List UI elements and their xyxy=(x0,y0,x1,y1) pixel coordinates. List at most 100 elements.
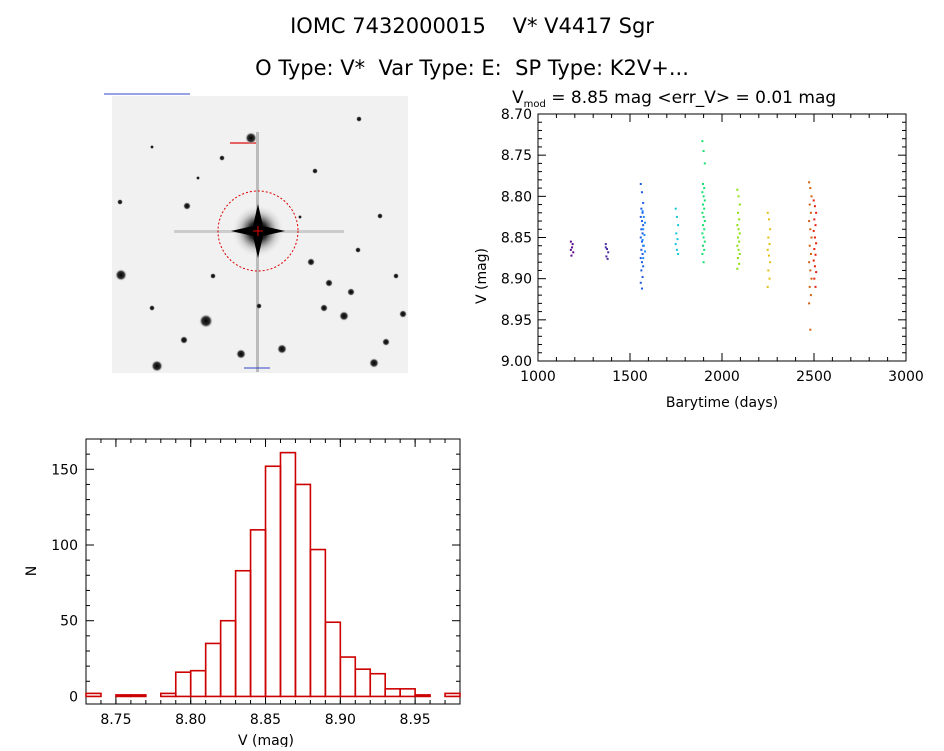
hist-ytick-label: 50 xyxy=(60,614,78,630)
hist-bar xyxy=(115,694,132,698)
lc-point xyxy=(640,269,643,272)
lc-point xyxy=(736,188,739,191)
lc-point xyxy=(767,254,770,257)
hist-xtick-label: 8.90 xyxy=(325,712,356,728)
histogram-chart: 8.75 8.80 8.85 8.90 8.95 0 50 100 150 V (mag) N xyxy=(24,438,461,749)
lc-point xyxy=(736,267,739,270)
lc-point xyxy=(815,242,818,245)
lc-point xyxy=(677,224,680,227)
lc-point xyxy=(815,211,818,214)
lc-point xyxy=(605,255,608,258)
hist-bar xyxy=(384,688,401,698)
lc-point xyxy=(701,232,704,235)
lc-points xyxy=(569,140,818,331)
lc-ytick-label: 9.00 xyxy=(501,354,532,370)
chart-title-line2: O Type: V* Var Type: E: SP Type: K2V+... xyxy=(255,56,689,80)
lc-point xyxy=(738,218,741,221)
lc-point xyxy=(640,191,643,194)
lc-point xyxy=(766,248,769,251)
lc-axes: 1000 1500 2000 2500 3000 8.70 8.75 8.80 8.85 8.90… xyxy=(501,107,924,385)
lc-xtick-label: 2000 xyxy=(704,369,740,385)
lc-point xyxy=(808,181,811,184)
hist-bar xyxy=(130,694,147,698)
lc-point xyxy=(703,240,706,243)
lc-point xyxy=(737,195,740,198)
lc-point xyxy=(808,244,811,247)
lc-point xyxy=(809,211,812,214)
hist-ytick-label: 100 xyxy=(51,538,78,554)
hist-bar xyxy=(174,671,192,698)
lc-point xyxy=(813,218,816,221)
field-stars xyxy=(115,116,407,372)
lc-xtick-label: 2500 xyxy=(796,369,832,385)
lc-point xyxy=(814,285,817,288)
histogram-panel: 8.75 8.80 8.85 8.90 8.95 0 50 100 150 V (mag) N xyxy=(0,425,480,749)
lc-point xyxy=(644,250,646,253)
lc-point xyxy=(604,243,607,246)
lc-ylabel: V (mag) xyxy=(474,248,490,304)
lc-point xyxy=(813,277,816,280)
lc-point xyxy=(570,254,573,257)
lc-point xyxy=(641,210,644,213)
lc-point xyxy=(676,238,679,241)
lc-point xyxy=(813,265,816,268)
lc-point xyxy=(642,244,645,247)
lc-ytick-label: 8.95 xyxy=(501,313,532,329)
lc-point xyxy=(703,207,706,210)
lc-point xyxy=(736,236,739,239)
lc-point xyxy=(674,243,677,246)
lc-point xyxy=(738,203,741,206)
hist-bar xyxy=(414,694,431,698)
lc-point xyxy=(642,257,645,260)
lc-point xyxy=(640,207,643,210)
lc-point xyxy=(641,252,644,255)
lc-point xyxy=(639,182,642,185)
lc-point xyxy=(810,195,813,198)
lc-point xyxy=(766,285,769,288)
lc-point xyxy=(808,302,811,305)
lc-point xyxy=(767,218,770,221)
lc-point xyxy=(674,207,677,210)
lc-point xyxy=(769,261,772,264)
hist-bar xyxy=(324,621,342,698)
lc-point xyxy=(607,251,610,254)
target-circle xyxy=(217,190,299,272)
hist-bar xyxy=(264,465,282,698)
hist-bar xyxy=(219,619,237,698)
hist-ytick-label: 150 xyxy=(51,462,78,478)
lc-point xyxy=(768,243,771,246)
lc-point xyxy=(642,265,645,268)
hist-axes: 8.75 8.80 8.85 8.90 8.95 0 50 100 150 xyxy=(51,438,461,728)
lc-point xyxy=(703,220,706,223)
lc-point xyxy=(809,187,812,190)
hist-bar xyxy=(204,642,222,698)
blue-label-mark xyxy=(104,93,190,95)
hist-frame xyxy=(85,438,461,705)
lc-point xyxy=(641,238,644,241)
lc-point xyxy=(703,248,706,251)
hist-xtick-label: 8.75 xyxy=(100,712,131,728)
lc-point xyxy=(766,211,769,214)
lc-point xyxy=(640,261,643,264)
lc-point xyxy=(812,229,815,232)
lc-point xyxy=(701,191,704,194)
hist-bar xyxy=(234,569,252,698)
lc-point xyxy=(639,236,642,239)
lc-point xyxy=(642,215,645,218)
lc-point xyxy=(809,328,812,331)
lc-point xyxy=(639,215,642,218)
lc-point xyxy=(641,232,644,235)
hist-xtick-label: 8.80 xyxy=(175,712,206,728)
lc-point xyxy=(809,269,812,272)
lc-point xyxy=(703,228,706,231)
lc-point xyxy=(642,224,645,227)
hist-bar xyxy=(399,688,416,698)
lc-ytick-label: 8.75 xyxy=(501,148,532,164)
lc-ytick-label: 8.90 xyxy=(501,272,532,288)
lc-point xyxy=(675,215,678,218)
hist-ylabel: N xyxy=(24,566,40,576)
lc-point xyxy=(639,281,642,284)
lc-point xyxy=(675,248,678,251)
lc-point xyxy=(642,228,645,231)
lc-point xyxy=(738,252,741,255)
